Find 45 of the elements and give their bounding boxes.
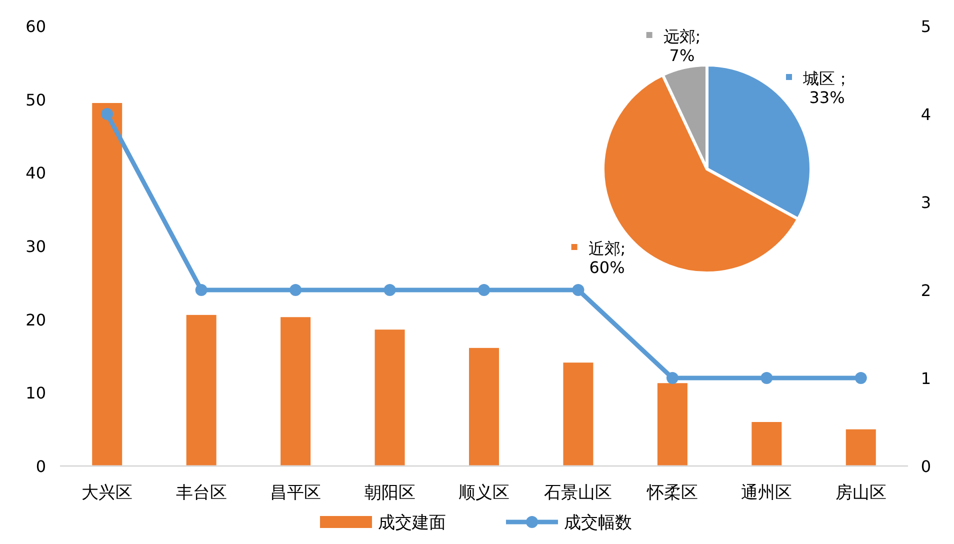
y-tick-label: 10 <box>26 384 46 403</box>
point <box>666 372 678 384</box>
point <box>854 372 867 384</box>
x-tick-label: 朝阳区 <box>364 483 416 503</box>
y2-tick-label: 0 <box>920 457 932 476</box>
point <box>572 284 584 296</box>
point <box>195 284 208 296</box>
x-tick-label: 顺义区 <box>458 483 510 503</box>
point <box>290 284 302 296</box>
data-label: 城区； 33% <box>802 69 851 107</box>
y-tick-label: 40 <box>26 164 46 183</box>
x-tick-label: 通州区 <box>741 483 792 503</box>
data-label: 近郊; 60% <box>588 239 626 277</box>
y2-tick-label: 5 <box>920 17 932 36</box>
y-tick-label: 0 <box>36 457 46 476</box>
bar <box>186 314 216 466</box>
x-tick-label: 大兴区 <box>82 483 133 503</box>
point <box>760 372 773 384</box>
bar <box>752 422 782 466</box>
data-label: 远郊; 7% <box>663 27 701 65</box>
bar <box>92 103 122 466</box>
y2-tick-label: 2 <box>920 281 932 300</box>
x-tick-label: 房山区 <box>835 483 886 503</box>
x-tick-label: 怀柔区 <box>646 483 698 503</box>
bar <box>469 348 499 466</box>
legend-label: 成交建面 <box>378 513 446 533</box>
point <box>384 284 396 296</box>
bar <box>563 362 594 466</box>
x-tick-label: 昌平区 <box>270 483 322 503</box>
y2-tick-label: 3 <box>920 193 932 212</box>
y-tick-label: 20 <box>26 310 46 330</box>
bar <box>657 383 688 466</box>
point <box>478 284 490 296</box>
x-tick-label: 丰台区 <box>176 483 227 503</box>
point <box>101 108 114 120</box>
y2-tick-label: 4 <box>920 105 932 124</box>
bar <box>280 317 311 466</box>
y-tick-label: 30 <box>26 237 46 256</box>
y-tick-label: 50 <box>26 90 46 110</box>
x-tick-label: 石景山区 <box>544 483 612 503</box>
y2-tick-label: 1 <box>920 369 932 388</box>
y-tick-label: 60 <box>26 17 46 36</box>
legend-label: 成交幅数 <box>564 513 632 533</box>
bar <box>846 429 876 466</box>
bar <box>374 330 405 466</box>
